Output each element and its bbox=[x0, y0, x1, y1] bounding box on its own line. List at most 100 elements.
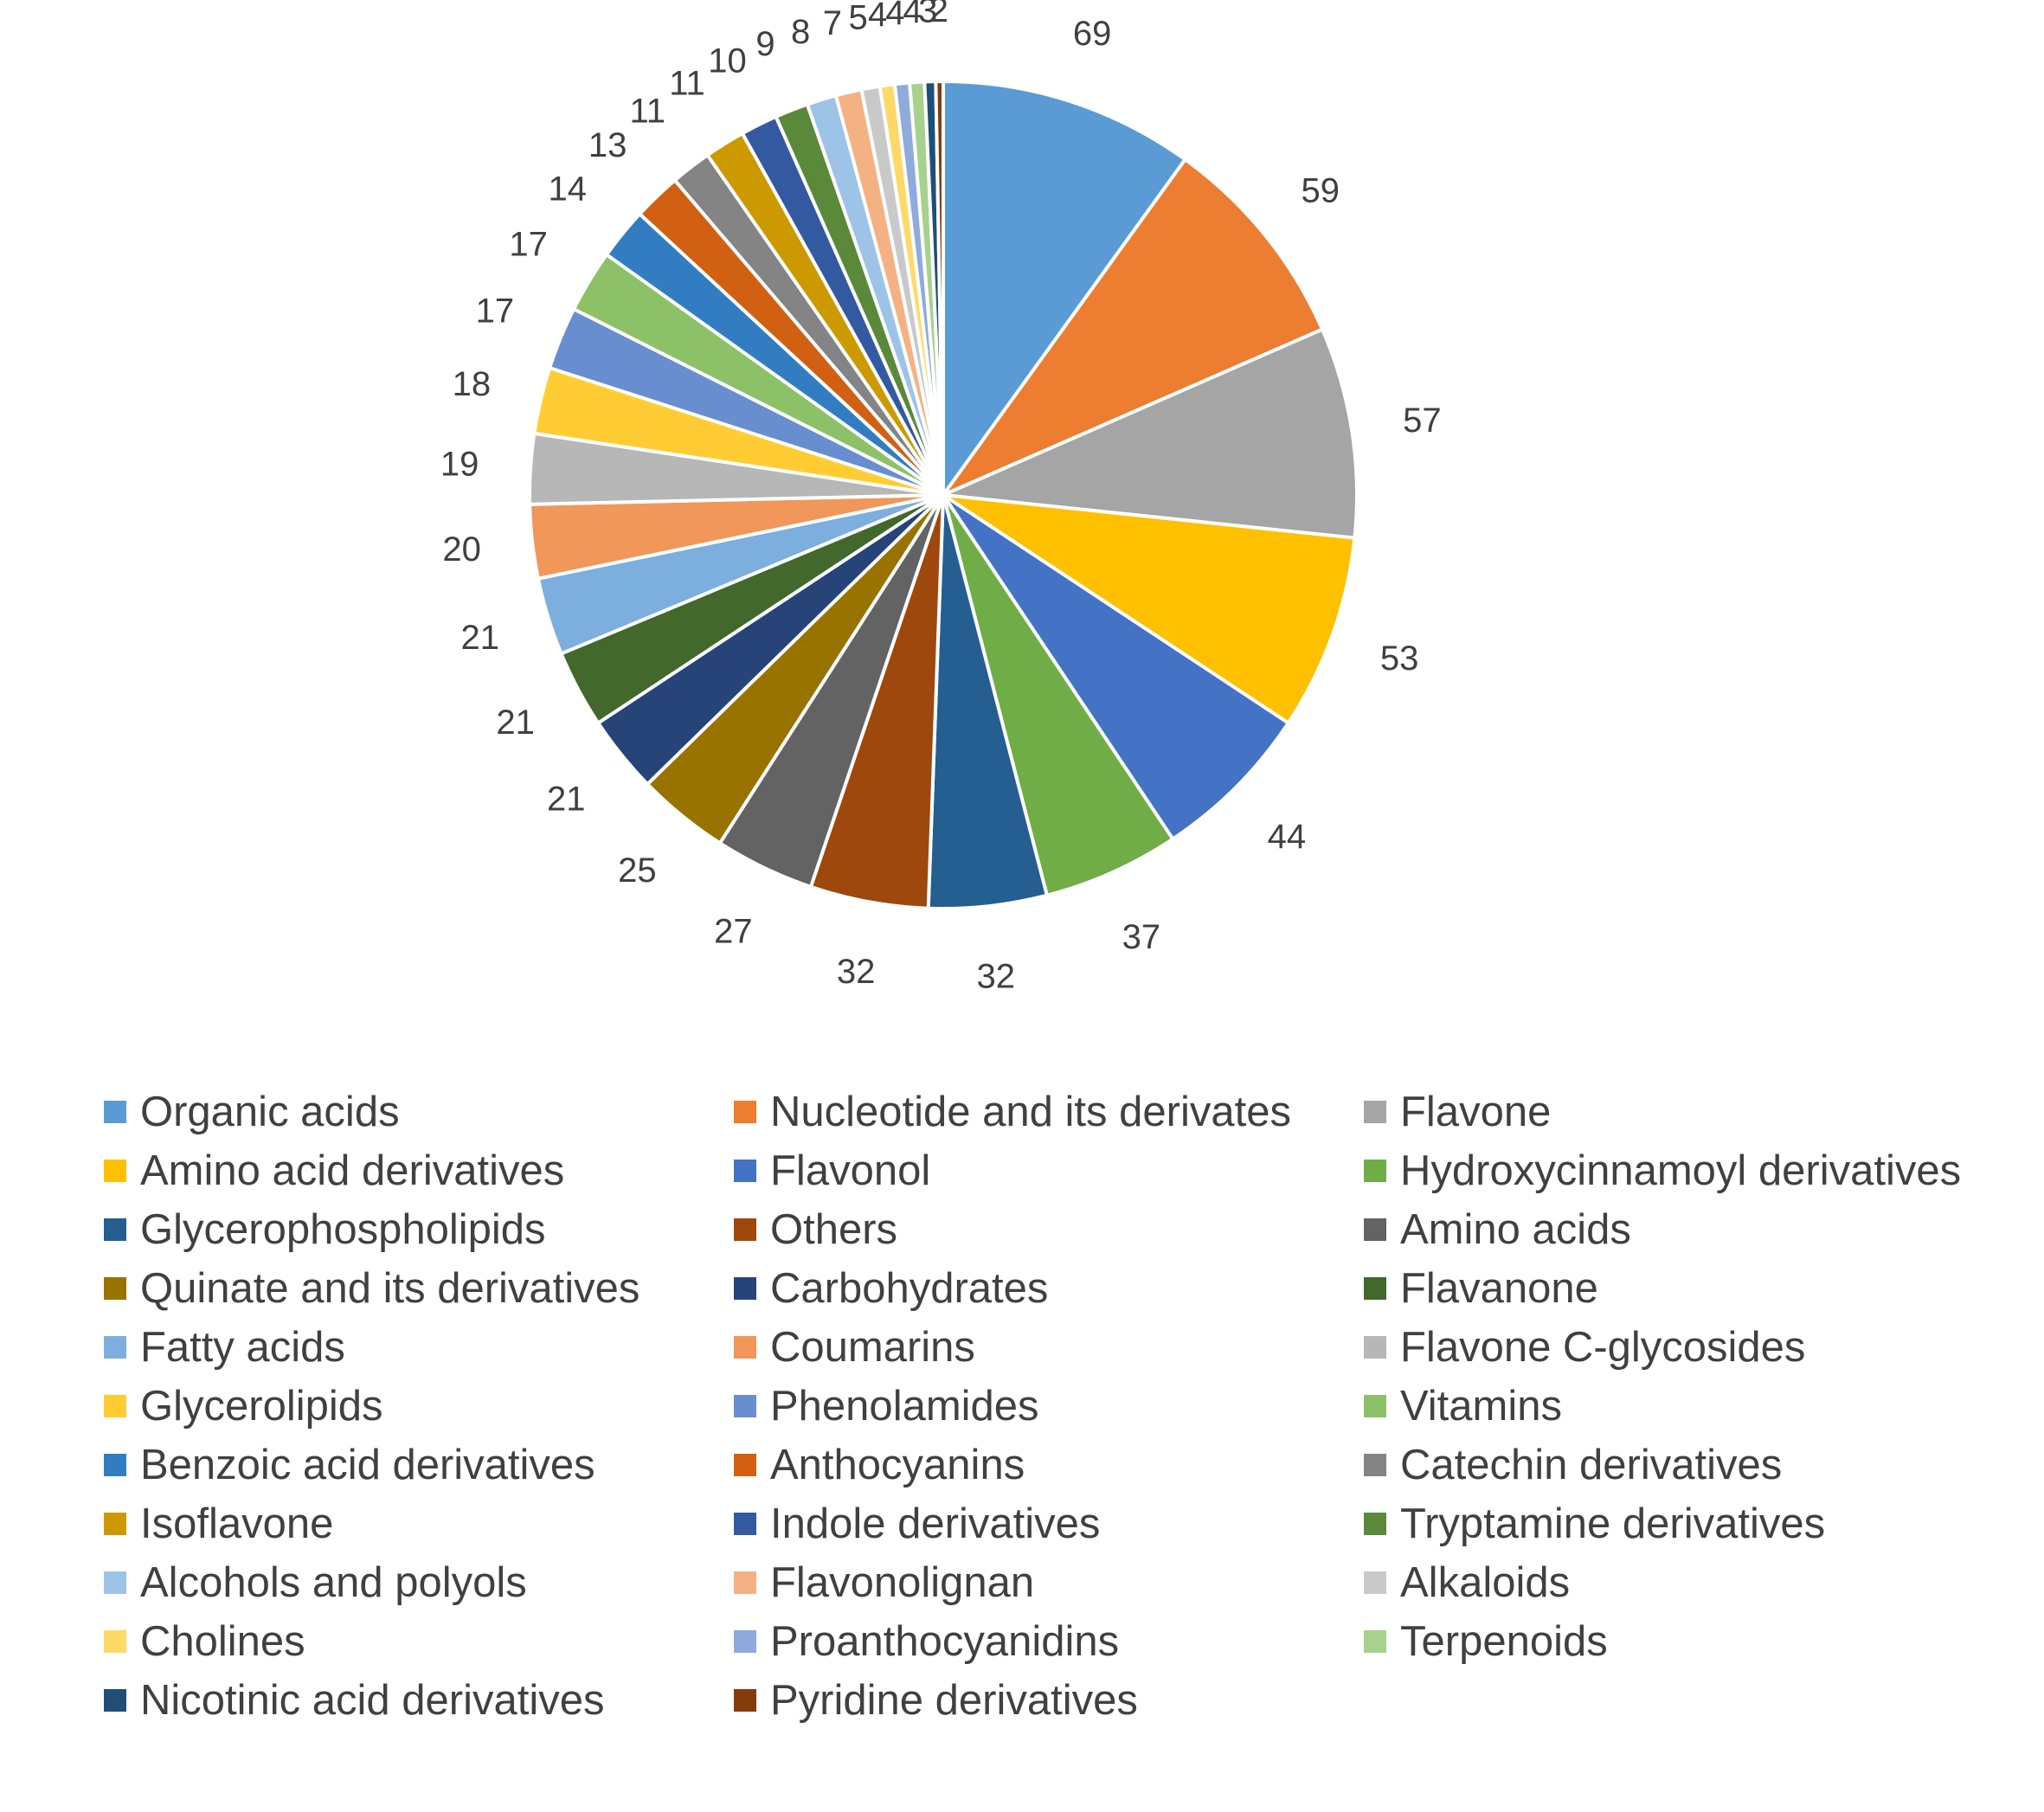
legend-swatch bbox=[104, 1571, 126, 1594]
legend-item: Glycerolipids bbox=[104, 1380, 382, 1432]
legend-swatch bbox=[104, 1101, 126, 1123]
legend-label: Nucleotide and its derivates bbox=[770, 1089, 1291, 1135]
legend-label: Fatty acids bbox=[140, 1324, 345, 1371]
pie-data-label: 44 bbox=[1268, 818, 1307, 856]
legend-label: Indole derivatives bbox=[770, 1500, 1101, 1547]
legend-label: Organic acids bbox=[140, 1089, 400, 1135]
pie-data-label: 7 bbox=[823, 4, 842, 42]
legend-item: Terpenoids bbox=[1364, 1616, 1608, 1667]
legend-item: Organic acids bbox=[104, 1086, 400, 1138]
pie-data-label: 32 bbox=[837, 953, 876, 991]
pie-data-label: 25 bbox=[618, 851, 657, 890]
pie-data-label: 17 bbox=[509, 226, 548, 264]
legend-item: Tryptamine derivatives bbox=[1364, 1498, 1825, 1550]
legend-swatch bbox=[734, 1571, 756, 1594]
legend-swatch bbox=[734, 1336, 756, 1359]
legend-label: Cholines bbox=[140, 1618, 305, 1665]
legend-swatch bbox=[1364, 1454, 1386, 1476]
legend-label: Glycerolipids bbox=[140, 1383, 383, 1430]
pie-slice bbox=[936, 326, 1359, 540]
pie-slice bbox=[942, 79, 1188, 501]
pie-data-label: 4 bbox=[868, 0, 887, 34]
legend-item: Quinate and its derivatives bbox=[104, 1263, 640, 1314]
pie-data-label: 2 bbox=[929, 0, 948, 29]
legend-label: Phenolamides bbox=[770, 1383, 1039, 1430]
pie-data-label: 4 bbox=[903, 0, 922, 30]
pie-data-label: 21 bbox=[496, 704, 535, 742]
legend-item: Anthocyanins bbox=[734, 1439, 1025, 1491]
legend-swatch bbox=[1364, 1571, 1386, 1594]
legend-item: Flavonolignan bbox=[734, 1557, 1034, 1609]
pie-slices bbox=[528, 79, 1359, 911]
legend-label: Flavonol bbox=[770, 1147, 931, 1194]
legend-item: Nucleotide and its derivates bbox=[734, 1086, 1291, 1138]
legend-item: Others bbox=[734, 1204, 897, 1256]
pie-data-label: 4 bbox=[885, 0, 904, 32]
legend-label: Flavone bbox=[1400, 1089, 1552, 1135]
pie-data-label: 59 bbox=[1302, 171, 1340, 209]
legend-item: Alcohols and polyols bbox=[104, 1557, 527, 1609]
legend-swatch bbox=[734, 1630, 756, 1653]
legend-item: Flavanone bbox=[1364, 1263, 1598, 1314]
legend-item: Alkaloids bbox=[1364, 1557, 1570, 1609]
legend-label: Proanthocyanidins bbox=[770, 1618, 1120, 1665]
legend-item: Flavonol bbox=[734, 1145, 930, 1197]
legend-swatch bbox=[104, 1513, 126, 1535]
legend-item: Phenolamides bbox=[734, 1380, 1039, 1432]
legend-swatch bbox=[734, 1277, 756, 1300]
legend-swatch bbox=[1364, 1513, 1386, 1535]
legend-swatch bbox=[734, 1101, 756, 1123]
pie-slice bbox=[942, 493, 1176, 898]
legend-label: Hydroxycinnamoyl derivatives bbox=[1400, 1147, 1962, 1194]
legend-label: Vitamins bbox=[1400, 1383, 1563, 1430]
pie-data-label: 13 bbox=[588, 126, 627, 164]
pie-data-label: 5 bbox=[849, 0, 868, 37]
legend-item: Hydroxycinnamoyl derivatives bbox=[1364, 1145, 1961, 1197]
pie-data-label: 11 bbox=[629, 92, 665, 130]
legend-item: Nicotinic acid derivatives bbox=[104, 1674, 605, 1726]
legend-label: Coumarins bbox=[770, 1324, 975, 1371]
pie-data-label: 18 bbox=[453, 365, 492, 403]
pie-data-label: 10 bbox=[708, 42, 747, 80]
legend-swatch bbox=[734, 1454, 756, 1476]
legend-swatch bbox=[104, 1395, 126, 1417]
pie-data-label: 11 bbox=[669, 65, 705, 103]
legend-label: Carbohydrates bbox=[770, 1265, 1049, 1312]
legend-label: Quinate and its derivatives bbox=[140, 1265, 640, 1312]
legend-item: Benzoic acid derivatives bbox=[104, 1439, 595, 1491]
legend-item: Indole derivatives bbox=[734, 1498, 1100, 1550]
legend-item: Cholines bbox=[104, 1616, 305, 1667]
pie-slice bbox=[942, 493, 1357, 726]
legend-swatch bbox=[104, 1277, 126, 1300]
legend-label: Amino acids bbox=[1400, 1206, 1631, 1253]
legend-item: Isoflavone bbox=[104, 1498, 333, 1550]
pie-data-labels: 6959575344373232272521212120191817171413… bbox=[440, 0, 1442, 996]
legend-swatch bbox=[734, 1218, 756, 1241]
legend-item: Catechin derivatives bbox=[1364, 1439, 1782, 1491]
legend-label: Anthocyanins bbox=[770, 1442, 1025, 1488]
legend-swatch bbox=[734, 1395, 756, 1417]
legend-label: Glycerophospholipids bbox=[140, 1206, 546, 1253]
pie-data-label: 20 bbox=[442, 530, 481, 569]
pie-data-label: 9 bbox=[755, 25, 775, 63]
pie-data-label: 37 bbox=[1122, 918, 1161, 956]
legend-label: Nicotinic acid derivatives bbox=[140, 1677, 605, 1724]
legend-item: Proanthocyanidins bbox=[734, 1616, 1119, 1667]
legend-swatch bbox=[104, 1454, 126, 1476]
legend-item: Flavone bbox=[1364, 1086, 1551, 1138]
legend-swatch bbox=[104, 1160, 126, 1182]
legend-label: Pyridine derivatives bbox=[770, 1677, 1138, 1724]
legend-swatch bbox=[104, 1630, 126, 1653]
legend-label: Alkaloids bbox=[1400, 1559, 1571, 1606]
legend-item: Vitamins bbox=[1364, 1380, 1562, 1432]
pie-data-label: 17 bbox=[476, 292, 515, 330]
legend-item: Amino acid derivatives bbox=[104, 1145, 564, 1197]
legend-swatch bbox=[734, 1513, 756, 1535]
legend-label: Amino acid derivatives bbox=[140, 1147, 565, 1194]
legend-swatch bbox=[1364, 1630, 1386, 1653]
pie-data-label: 57 bbox=[1403, 402, 1442, 440]
legend-label: Benzoic acid derivatives bbox=[140, 1442, 595, 1488]
legend-swatch bbox=[734, 1160, 756, 1182]
